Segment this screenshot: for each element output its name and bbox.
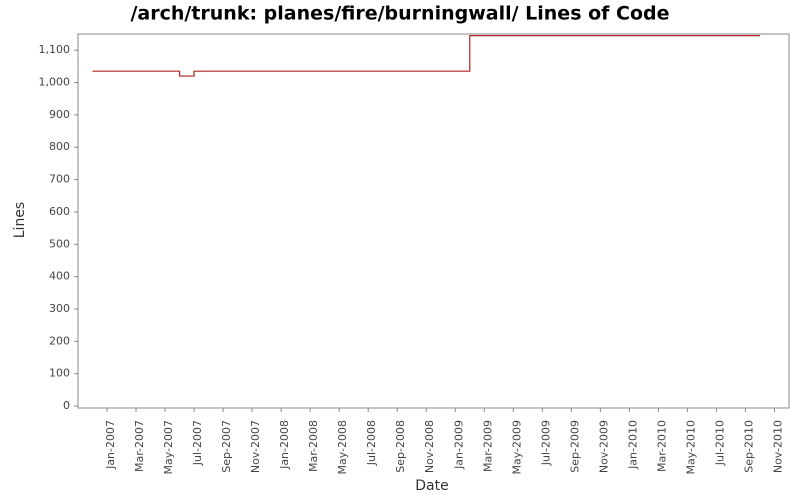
- y-tick-label: 1,100: [39, 43, 71, 56]
- x-tick-label: Mar-2010: [655, 420, 668, 472]
- y-tick-label: 0: [63, 399, 70, 412]
- y-tick-label: 1,000: [39, 76, 71, 89]
- y-tick-label: 900: [49, 108, 70, 121]
- y-axis-label: Lines: [12, 202, 28, 238]
- line: [92, 35, 760, 77]
- x-tick-label: May-2007: [162, 420, 175, 475]
- y-tick-label: 800: [49, 140, 70, 153]
- chart-title: /arch/trunk: planes/fire/burningwall/ Li…: [130, 3, 669, 25]
- x-tick-label: Sep-2010: [742, 420, 755, 473]
- x-tick-label: Jul-2007: [191, 420, 204, 466]
- x-tick-label: Jul-2009: [539, 420, 552, 466]
- x-tick-label: Jan-2007: [104, 420, 117, 470]
- x-tick-label: Sep-2008: [394, 420, 407, 473]
- x-tick-label: Mar-2008: [307, 420, 320, 472]
- x-tick-label: Nov-2007: [249, 420, 262, 473]
- x-tick-label: Jan-2009: [452, 420, 465, 470]
- x-tick-label: Nov-2009: [597, 420, 610, 473]
- x-tick-label: Jan-2010: [626, 420, 639, 470]
- y-tick-label: 600: [49, 205, 70, 218]
- y-tick-label: 300: [49, 302, 70, 315]
- x-tick-label: Mar-2007: [133, 420, 146, 472]
- x-tick-label: May-2009: [510, 420, 523, 475]
- x-tick-label: Sep-2009: [568, 420, 581, 473]
- x-tick-label: May-2010: [684, 420, 697, 475]
- y-tick-label: 500: [49, 237, 70, 250]
- x-tick-label: Nov-2008: [423, 420, 436, 473]
- x-tick-label: Sep-2007: [220, 420, 233, 473]
- y-tick-label: 400: [49, 270, 70, 283]
- y-tick-label: 100: [49, 367, 70, 380]
- x-tick-label: Jan-2008: [278, 420, 291, 470]
- x-axis-label: Date: [415, 478, 448, 494]
- plot-area: [77, 33, 790, 409]
- x-tick-label: Mar-2009: [481, 420, 494, 472]
- x-tick-label: Jul-2008: [365, 420, 378, 466]
- x-tick-label: Jul-2010: [713, 420, 726, 466]
- y-tick-label: 200: [49, 334, 70, 347]
- y-tick-label: 700: [49, 173, 70, 186]
- x-tick-label: Nov-2010: [771, 420, 784, 473]
- x-tick-label: May-2008: [336, 420, 349, 475]
